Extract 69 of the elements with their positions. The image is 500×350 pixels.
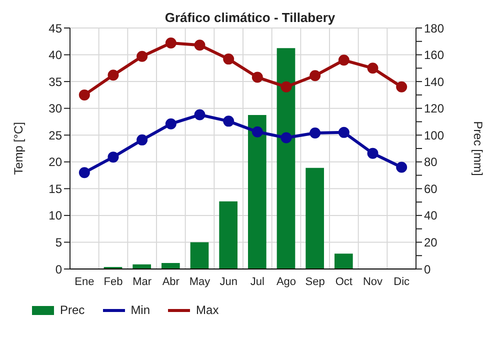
y-tick-label: 35 (48, 74, 62, 89)
point (78, 89, 90, 100)
bar (248, 115, 266, 269)
point (78, 167, 90, 178)
point (338, 54, 350, 66)
point (136, 134, 148, 146)
y-axis-title: Temp [°C] (11, 122, 26, 175)
point (108, 152, 119, 163)
y2-tick-label: 180 (424, 21, 444, 36)
point (252, 126, 263, 138)
bar (276, 48, 296, 269)
point (310, 127, 321, 138)
x-tick-label: Jun (220, 276, 238, 288)
x-tick-label: Ago (276, 276, 296, 288)
x-tick-label: Nov (362, 276, 384, 288)
point (136, 50, 148, 62)
x-tick-label: Abr (162, 276, 180, 288)
y2-tick-label: 40 (424, 208, 438, 223)
point (367, 62, 378, 74)
point (194, 109, 206, 120)
y-tick-label: 30 (48, 102, 62, 116)
point (310, 70, 321, 82)
legend-label: Prec (60, 303, 85, 317)
y-tick-label: 40 (48, 48, 62, 62)
bar (306, 168, 324, 269)
point (165, 37, 176, 48)
y2-axis-title: Prec [mm] (470, 121, 485, 176)
x-tick-label: May (189, 276, 211, 288)
bar (334, 254, 353, 269)
y2-tick-label: 140 (424, 74, 444, 89)
y-tick-label: 0 (55, 262, 62, 276)
y2-tick-label: 120 (424, 102, 444, 116)
legend-label: Max (196, 303, 219, 317)
chart-title: Gráfico climático - Tillabery (164, 10, 336, 25)
x-tick-label: Mar (132, 276, 152, 288)
x-tick-label: Sep (305, 276, 325, 288)
y2-tick-label: 0 (424, 262, 431, 276)
bar (190, 242, 209, 269)
x-tick-label: Feb (104, 276, 123, 288)
point (223, 116, 234, 127)
x-tick-label: Oct (335, 276, 352, 288)
point (396, 81, 408, 92)
y2-tick-label: 60 (424, 182, 438, 196)
point (194, 40, 206, 51)
x-tick-label: Jul (250, 276, 264, 288)
y-tick-label: 25 (48, 128, 62, 142)
legend-label: Min (130, 303, 150, 317)
y-tick-label: 20 (48, 155, 62, 170)
bar (219, 201, 238, 269)
point (280, 81, 292, 92)
point (252, 72, 263, 83)
y-tick-label: 10 (48, 208, 62, 223)
y2-tick-label: 80 (424, 155, 438, 170)
point (338, 126, 350, 138)
y-tick-label: 15 (48, 182, 62, 196)
bar (162, 262, 180, 269)
point (165, 118, 176, 130)
point (223, 54, 234, 65)
point (280, 132, 292, 144)
y-tick-label: 5 (55, 235, 62, 250)
point (367, 148, 378, 159)
point (108, 70, 119, 81)
point (396, 162, 408, 173)
x-tick-label: Dic (394, 276, 410, 288)
y2-tick-label: 160 (424, 48, 444, 62)
y2-tick-label: 100 (424, 128, 444, 142)
y-tick-label: 45 (48, 21, 62, 36)
y2-tick-label: 20 (424, 235, 438, 250)
x-tick-label: Ene (74, 276, 94, 288)
